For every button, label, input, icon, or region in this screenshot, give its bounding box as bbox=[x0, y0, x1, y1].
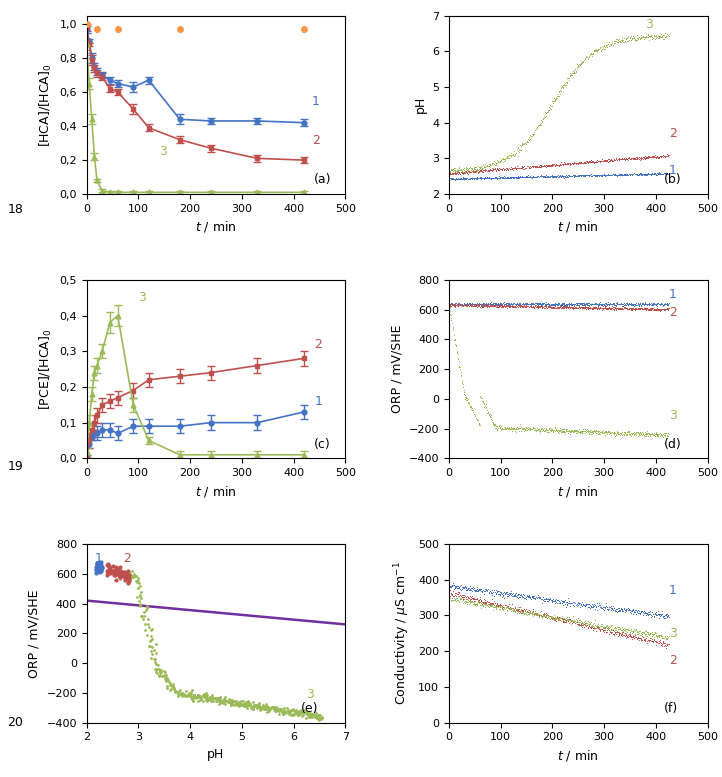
Y-axis label: [PCE]/[HCA]$_0$: [PCE]/[HCA]$_0$ bbox=[38, 329, 53, 409]
Text: (e): (e) bbox=[301, 702, 319, 715]
X-axis label: $t$ / min: $t$ / min bbox=[557, 483, 599, 499]
Text: 1: 1 bbox=[669, 584, 677, 597]
Text: 3: 3 bbox=[139, 291, 147, 305]
Text: 3: 3 bbox=[669, 409, 677, 422]
Text: 2: 2 bbox=[314, 338, 322, 350]
Text: 3: 3 bbox=[669, 627, 677, 640]
X-axis label: $t$ / min: $t$ / min bbox=[557, 219, 599, 235]
Text: 18: 18 bbox=[7, 204, 23, 216]
Y-axis label: Conductivity / $\mu$S cm$^{-1}$: Conductivity / $\mu$S cm$^{-1}$ bbox=[393, 562, 412, 706]
Y-axis label: ORP / mV/SHE: ORP / mV/SHE bbox=[390, 325, 403, 413]
Text: 2: 2 bbox=[669, 653, 677, 667]
Text: 19: 19 bbox=[7, 460, 23, 472]
Y-axis label: [HCA]/[HCA]$_0$: [HCA]/[HCA]$_0$ bbox=[38, 63, 53, 147]
Text: (c): (c) bbox=[314, 437, 331, 451]
Y-axis label: pH: pH bbox=[414, 96, 427, 113]
Text: 2: 2 bbox=[669, 127, 677, 140]
X-axis label: $t$ / min: $t$ / min bbox=[195, 219, 237, 235]
Y-axis label: ORP / mV/SHE: ORP / mV/SHE bbox=[28, 589, 41, 678]
Text: 1: 1 bbox=[95, 552, 103, 565]
Text: (a): (a) bbox=[314, 173, 332, 186]
Text: 2: 2 bbox=[123, 552, 131, 565]
Text: 3: 3 bbox=[645, 18, 653, 31]
Text: (b): (b) bbox=[664, 173, 681, 186]
Text: 2: 2 bbox=[312, 134, 320, 147]
X-axis label: pH: pH bbox=[207, 748, 225, 761]
Text: 20: 20 bbox=[7, 716, 23, 729]
Text: 1: 1 bbox=[312, 95, 320, 108]
Text: 1: 1 bbox=[669, 287, 677, 301]
Text: 3: 3 bbox=[307, 688, 314, 701]
Text: (d): (d) bbox=[664, 437, 682, 451]
Text: (f): (f) bbox=[664, 702, 678, 715]
Text: 2: 2 bbox=[669, 305, 677, 319]
X-axis label: $t$ / min: $t$ / min bbox=[195, 483, 237, 499]
X-axis label: $t$ / min: $t$ / min bbox=[557, 748, 599, 763]
Text: 1: 1 bbox=[314, 395, 322, 408]
Text: 1: 1 bbox=[669, 165, 677, 177]
Text: 3: 3 bbox=[159, 145, 167, 158]
